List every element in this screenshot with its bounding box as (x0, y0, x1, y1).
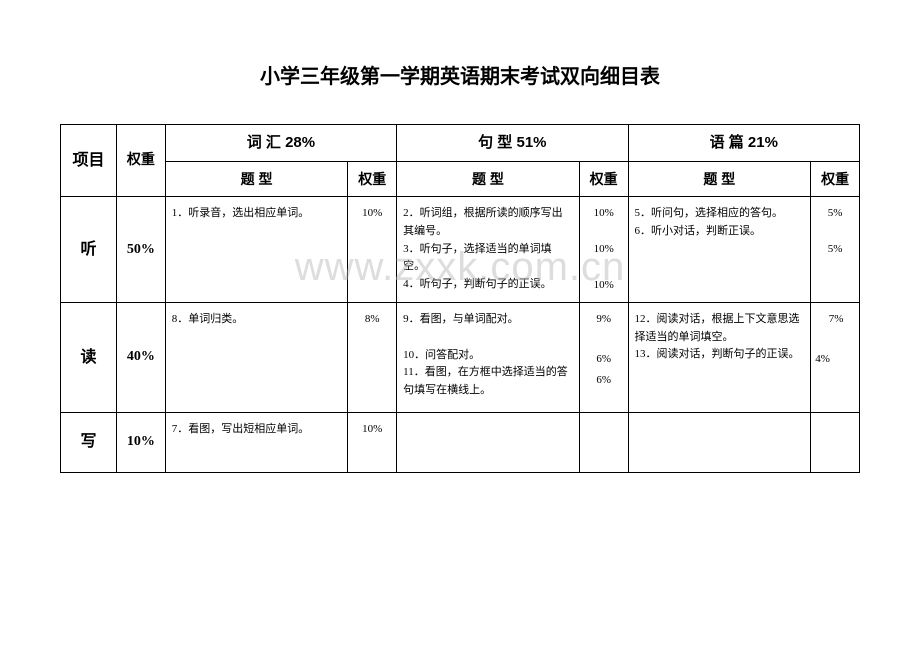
write-discourse-pct (811, 412, 860, 472)
document-page: 小学三年级第一学期英语期末考试双向细目表 项目 权重 词 汇 28% 句 型 5… (0, 0, 920, 503)
table-header-row-2: 题 型 权重 题 型 权重 题 型 权重 (61, 162, 860, 197)
write-sentence-pct (579, 412, 628, 472)
row-weight-read: 40% (117, 303, 166, 412)
read-sent-d2: 10．问答配对。 11．看图，在方框中选择适当的答句填写在横线上。 (403, 347, 573, 400)
read-sent-d1: 9．看图，与单词配对。 (403, 311, 573, 329)
listen-discourse-pct: 5% 5% (811, 197, 860, 303)
listen-disc-pct-2: 5% (813, 241, 857, 259)
header-group-discourse: 语 篇 21% (628, 125, 859, 162)
table-header-row-1: 项目 权重 词 汇 28% 句 型 51% 语 篇 21% (61, 125, 860, 162)
table-row-listen: 听 50% 1．听录音，选出相应单词。 10% 2．听词组，根据所读的顺序写出其… (61, 197, 860, 303)
listen-sent-pct-2: 10% (582, 241, 626, 259)
subheader-qweight-2: 权重 (579, 162, 628, 197)
spacer (403, 333, 573, 347)
listen-vocab-desc: 1．听录音，选出相应单词。 (165, 197, 348, 303)
header-project: 项目 (61, 125, 117, 197)
read-sent-pct-1: 9% (582, 311, 626, 329)
write-vocab-desc: 7．看图，写出短相应单词。 (165, 412, 348, 472)
listen-sent-pct-1: 10% (582, 205, 626, 223)
read-sentence-pct: 9% 6% 6% (579, 303, 628, 412)
write-discourse-desc (628, 412, 811, 472)
specification-table: 项目 权重 词 汇 28% 句 型 51% 语 篇 21% 题 型 权重 题 型… (60, 124, 860, 473)
listen-disc-pct-1: 5% (813, 205, 857, 223)
read-discourse-pct: 7% 4% (811, 303, 860, 412)
listen-vocab-pct: 10% (348, 197, 397, 303)
row-label-listen: 听 (61, 197, 117, 303)
listen-sentence-pct: 10% 10% 10% (579, 197, 628, 303)
page-title: 小学三年级第一学期英语期末考试双向细目表 (60, 60, 860, 89)
header-weight: 权重 (117, 125, 166, 197)
row-label-write: 写 (61, 412, 117, 472)
header-group-vocab: 词 汇 28% (165, 125, 396, 162)
header-group-sentence: 句 型 51% (397, 125, 628, 162)
listen-sentence-desc: 2．听词组，根据所读的顺序写出其编号。 3．听句子，选择适当的单词填空。 4．听… (397, 197, 580, 303)
write-sentence-desc (397, 412, 580, 472)
row-weight-listen: 50% (117, 197, 166, 303)
write-vocab-pct: 10% (348, 412, 397, 472)
subheader-qweight-3: 权重 (811, 162, 860, 197)
subheader-qweight-1: 权重 (348, 162, 397, 197)
subheader-qtype-2: 题 型 (397, 162, 580, 197)
listen-discourse-desc: 5．听问句，选择相应的答句。 6．听小对话，判断正误。 (628, 197, 811, 303)
listen-sent-pct-3: 10% (582, 277, 626, 295)
read-sentence-desc: 9．看图，与单词配对。 10．问答配对。 11．看图，在方框中选择适当的答句填写… (397, 303, 580, 412)
read-vocab-pct: 8% (348, 303, 397, 412)
row-label-read: 读 (61, 303, 117, 412)
subheader-qtype-3: 题 型 (628, 162, 811, 197)
read-vocab-desc: 8．单词归类。 (165, 303, 348, 412)
row-weight-write: 10% (117, 412, 166, 472)
read-sent-pct-3: 6% (582, 372, 626, 390)
subheader-qtype-1: 题 型 (165, 162, 348, 197)
table-row-write: 写 10% 7．看图，写出短相应单词。 10% (61, 412, 860, 472)
table-row-read: 读 40% 8．单词归类。 8% 9．看图，与单词配对。 10．问答配对。 11… (61, 303, 860, 412)
read-sent-pct-2: 6% (582, 351, 626, 369)
read-discourse-desc: 12．阅读对话，根据上下文意思选择适当的单词填空。 13．阅读对话，判断句子的正… (628, 303, 811, 412)
read-disc-pct-2: 4% (815, 351, 857, 369)
read-disc-pct-1: 7% (815, 311, 857, 329)
